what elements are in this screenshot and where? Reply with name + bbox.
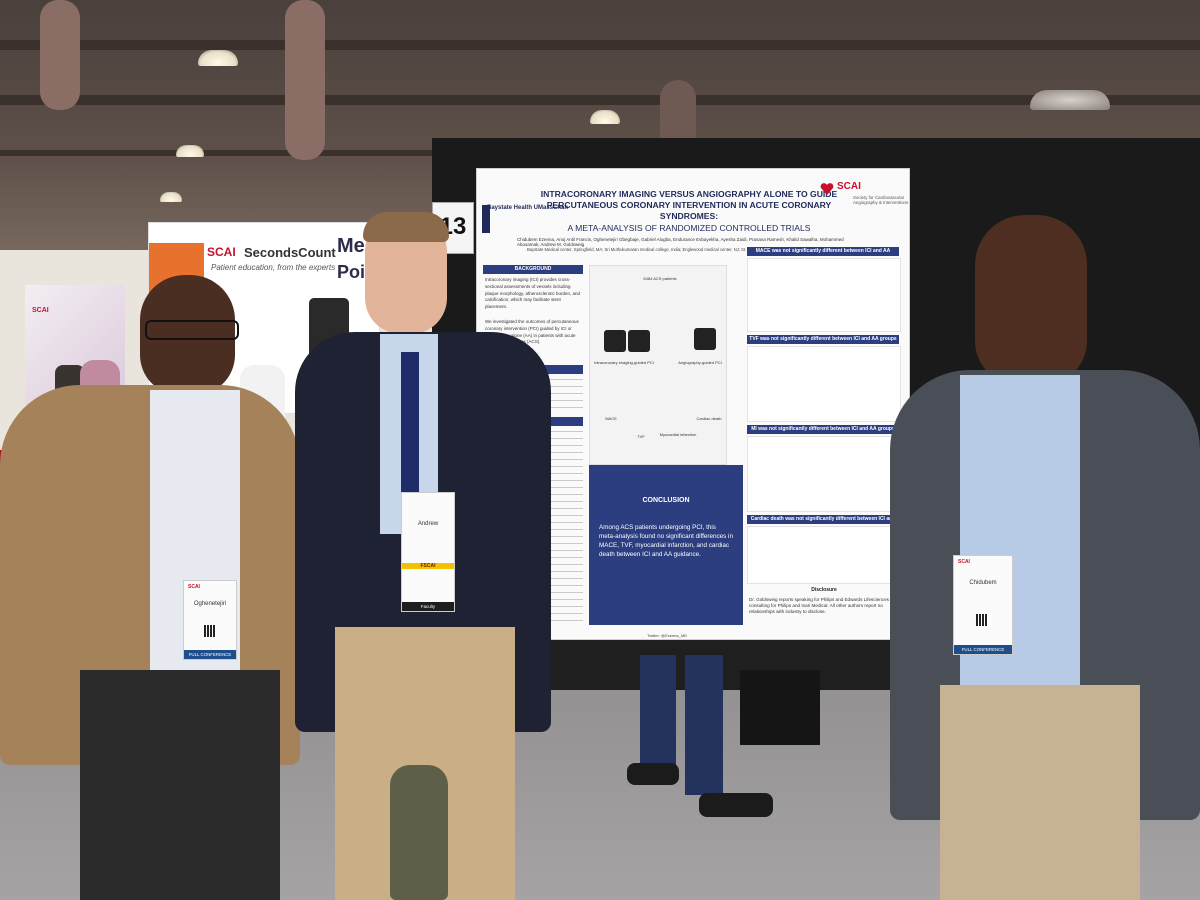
ceiling-lamp [160,192,182,202]
plot-header-mi: MI was not significantly different betwe… [747,425,899,434]
badge-ribbon: FSCAI [402,563,454,569]
conference-badge: SCAI Chidubem FULL CONFERENCE [953,555,1013,655]
diagram-mace-label: MACE [605,416,617,421]
diagram-top-label: 5484 ACS patients [643,276,677,281]
badge-name: Chidubem [969,580,997,586]
plot-header-tvf: TVF was not significantly different betw… [747,335,899,344]
khaki-trousers [940,685,1140,900]
backpack [390,765,448,900]
ivus-image [604,330,626,352]
conference-badge: Andrew FSCAI Faculty [401,492,455,612]
side-panel-logo: SCAI [32,307,49,314]
poster-subtitle: A META-ANALYSIS OF RANDOMIZED CONTROLLED… [567,223,811,233]
scai-logo: SCAI [837,181,861,192]
forest-plot-cd [747,526,901,584]
disclosure-header: Disclosure [811,587,837,593]
plot-header-mace: MACE was not significantly different bet… [747,247,899,263]
twitter-handle: Twitter: @Ezenna_MD [647,633,688,638]
badge-name: Andrew [417,521,439,527]
diagram-tvf-label: TVF [637,434,645,439]
heart-icon [820,183,834,195]
qr-code [204,625,216,637]
angiography-image [694,328,716,350]
conference-badge: SCAI Oghenetejiri FULL CONFERENCE [183,580,237,660]
banner-scai-logo: SCAI [207,245,236,259]
badge-footer: FULL CONFERENCE [184,650,236,659]
ceiling-vent [1030,90,1110,110]
qr-code [976,614,988,626]
hair [363,212,449,242]
background-text: Intracoronary imaging (ICI) provides cro… [485,277,580,309]
disclosure-text: Dr. Goldsweig reports speaking for Phili… [749,597,898,615]
diagram-mi-label: Myocardial infarction [659,432,697,437]
ceiling-lamp [590,110,620,124]
ceiling-beam [0,40,1200,50]
forest-plot-mace [747,258,901,332]
person-left: SCAI Oghenetejiri FULL CONFERENCE [0,275,300,900]
poster-affiliations: Baystate Medical center, Springfield, MA… [527,247,785,252]
ceiling-beam [0,95,1200,105]
ceiling-lamp [198,50,238,66]
plot-header-cd: Cardiac death was not significantly diff… [747,515,899,531]
badge-footer: Faculty [402,602,454,611]
ceiling-lamp [176,145,204,157]
diagram-left-label: Intracoronary imaging-guided PCI [594,360,654,365]
person-behind-poster [627,655,773,817]
institution-name: Baystate Health UMassChan [487,205,569,211]
badge-footer: FULL CONFERENCE [954,645,1012,654]
forest-plot-tvf [747,346,901,422]
badge-name: Oghenetejiri [193,601,227,607]
conclusion-header: CONCLUSION [642,497,690,504]
banner-tagline: Patient education, from the experts [211,263,336,272]
shoe [627,763,679,785]
dark-trousers [80,670,280,900]
scai-tagline: Society for Cardiovascular Angiography &… [853,195,909,206]
light-blue-shirt [960,375,1080,705]
diagram-cd-label: Cardiac death [696,416,722,421]
conclusion-text: Among ACS patients undergoing PCI, this … [599,524,733,559]
badge-logo: SCAI [188,584,200,590]
oct-image [628,330,650,352]
diagram-right-label: Angiography-guided PCI [678,360,722,365]
person-behind-poster-2 [740,670,820,745]
poster-authors: Chidubem Ezenna, Anoj Antil Francis, Ogh… [517,237,844,247]
glasses [145,320,239,340]
ceiling-duct [285,0,325,160]
shield-icon [482,205,490,233]
forest-plot-mi [747,436,901,512]
poster-title: INTRACORONARY IMAGING VERSUS ANGIOGRAPHY… [540,189,838,222]
person-middle: Andrew FSCAI Faculty [295,212,555,900]
shoe [699,793,773,817]
patterned-tie [401,352,419,502]
conclusion-box: CONCLUSION Among ACS patients undergoing… [589,465,743,625]
head [975,215,1087,385]
ceiling-duct [40,0,80,110]
badge-logo: SCAI [958,559,970,565]
section-background-header: BACKGROUND [483,265,583,274]
head [140,275,235,395]
banner-product-name: SecondsCount [244,245,336,260]
person-right: SCAI Chidubem FULL CONFERENCE [890,215,1200,900]
baystate-logo [481,201,533,241]
study-flow-diagram: 5484 ACS patients Intracoronary imaging-… [589,265,727,465]
